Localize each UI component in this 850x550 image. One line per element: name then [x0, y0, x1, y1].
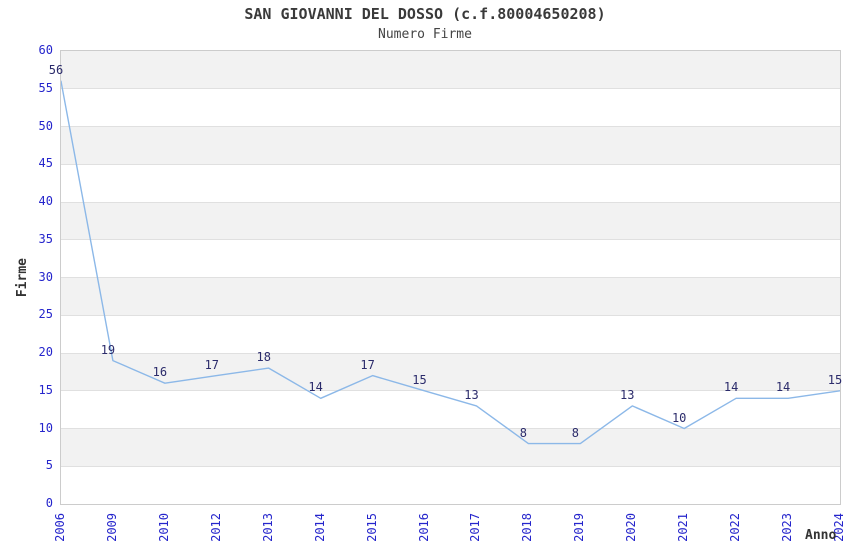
gridline — [61, 277, 840, 278]
y-tick-label: 30 — [38, 269, 53, 284]
gridline — [61, 428, 840, 429]
point-value-label: 19 — [100, 342, 116, 357]
x-tick-label: 2020 — [624, 513, 639, 542]
point-value-label: 8 — [519, 425, 528, 440]
x-tick-label: 2015 — [364, 513, 379, 542]
gridline — [61, 352, 840, 354]
point-value-label: 16 — [152, 365, 168, 380]
y-axis-title: Firme — [15, 258, 30, 298]
x-tick-label: 2023 — [780, 513, 795, 542]
chart-subtitle: Numero Firme — [378, 27, 472, 42]
plot-band — [61, 51, 840, 89]
point-value-label: 14 — [775, 380, 791, 395]
point-value-label: 14 — [308, 380, 323, 395]
x-tick-label: 2014 — [312, 513, 327, 542]
chart-title: SAN GIOVANNI DEL DOSSO (c.f.80004650208) — [244, 5, 606, 23]
point-value-label: 56 — [48, 63, 64, 78]
gridline — [61, 126, 840, 127]
y-tick-label: 60 — [38, 43, 53, 57]
x-tick-label: 2022 — [728, 513, 743, 542]
plot-band — [61, 277, 840, 316]
point-value-label: 10 — [671, 410, 687, 425]
x-tick-label: 2010 — [156, 513, 171, 542]
x-axis-title: Anno — [805, 528, 837, 543]
x-tick-label: 2013 — [260, 513, 275, 542]
y-tick-label: 45 — [38, 156, 53, 171]
point-value-label: 13 — [620, 387, 635, 402]
y-tick-label: 55 — [38, 80, 53, 95]
y-tick-label: 25 — [38, 307, 53, 322]
gridline — [61, 201, 840, 203]
x-tick-label: 2018 — [520, 513, 535, 542]
y-tick-label: 15 — [38, 382, 53, 397]
y-tick-label: 35 — [38, 231, 53, 246]
plot-band — [61, 164, 840, 202]
x-tick-label: 2017 — [468, 513, 483, 542]
point-value-label: 14 — [723, 380, 739, 395]
point-value-label: 17 — [360, 357, 375, 372]
y-tick-label: 20 — [38, 345, 53, 359]
gridline — [61, 88, 840, 90]
plot-band — [61, 202, 840, 240]
plot-band — [61, 390, 840, 429]
point-value-label: 8 — [571, 425, 579, 440]
line-series — [61, 80, 840, 445]
y-tick-label: 5 — [45, 458, 53, 473]
point-value-label: 15 — [412, 372, 427, 387]
plot-band — [61, 88, 840, 127]
plot-band — [61, 466, 840, 504]
gridline — [61, 163, 840, 165]
line-path — [61, 80, 840, 445]
plot-band — [61, 353, 840, 391]
x-tick-label: 2012 — [208, 513, 223, 542]
plot-band — [61, 315, 840, 353]
x-tick-label: 2016 — [416, 513, 431, 542]
plot-area — [60, 50, 841, 505]
x-tick-label: 2019 — [572, 513, 587, 542]
point-value-label: 17 — [204, 357, 220, 372]
gridline — [61, 314, 840, 316]
y-tick-label: 50 — [38, 118, 53, 133]
gridline — [61, 239, 840, 241]
plot-band — [61, 239, 840, 278]
y-tick-label: 40 — [38, 194, 53, 208]
y-tick-label: 10 — [38, 420, 53, 435]
point-value-label: 18 — [256, 350, 271, 365]
plot-band — [61, 428, 840, 467]
gridline — [61, 465, 840, 467]
plot-band — [61, 126, 840, 165]
point-value-label: 15 — [827, 372, 843, 387]
x-tick-label: 2006 — [53, 513, 67, 542]
gridline — [61, 390, 840, 392]
point-value-label: 13 — [464, 387, 479, 402]
x-tick-label: 2021 — [676, 513, 691, 542]
x-tick-label: 2009 — [104, 513, 119, 542]
y-tick-label: 0 — [45, 496, 53, 510]
